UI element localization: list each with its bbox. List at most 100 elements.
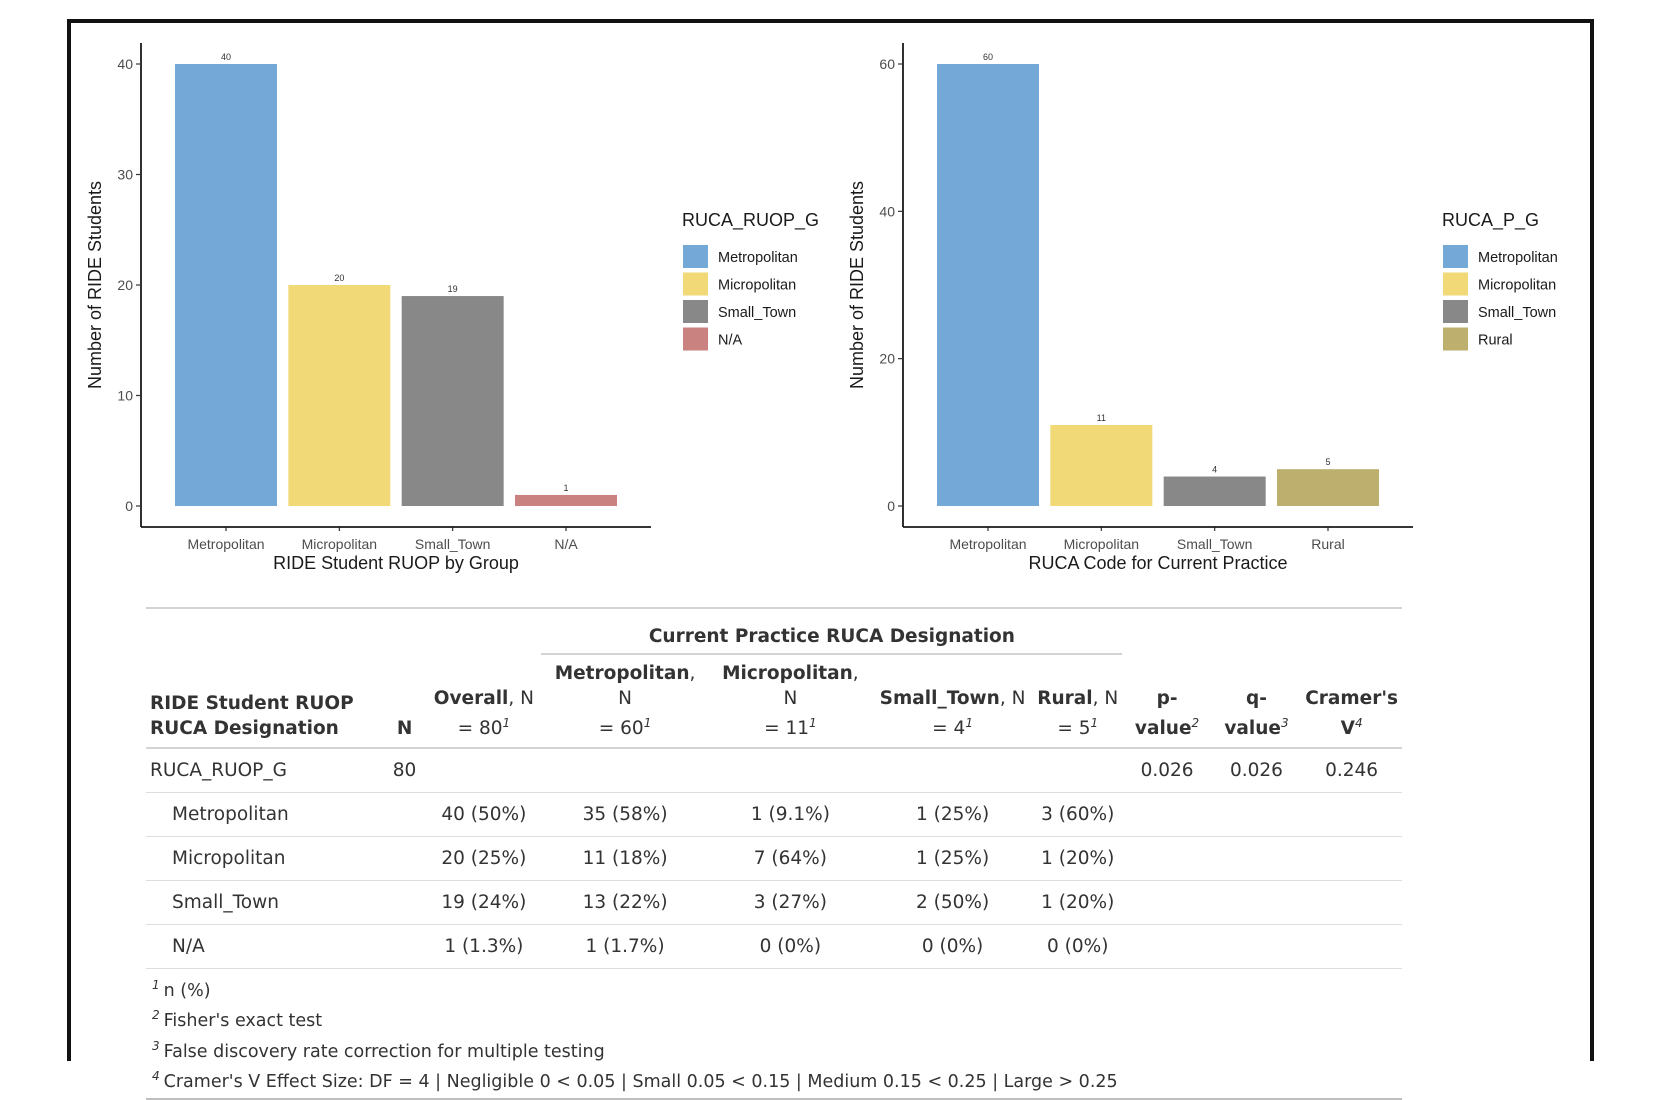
- cell-micropolitan: 3 (27%): [708, 880, 873, 926]
- header-overall: Overall, N = 801: [426, 654, 542, 750]
- cell-small-town: 1 (25%): [872, 792, 1034, 838]
- legend-label: Small_Town: [1478, 305, 1556, 321]
- header-label: RIDE Student RUOP RUCA Designation: [146, 654, 383, 750]
- variable-row: RUCA_RUOP_G 80 0.026 0.026 0.246: [146, 748, 1402, 794]
- data-label: 20: [334, 273, 344, 283]
- y-tick-label: 40: [117, 56, 133, 72]
- header-n: N: [382, 654, 427, 750]
- cell-metropolitan: 1 (1.7%): [541, 924, 709, 970]
- bar: [1277, 469, 1379, 506]
- p-value: 0.026: [1122, 748, 1212, 794]
- header-rural: Rural, N = 51: [1033, 654, 1123, 750]
- cell-rural: 1 (20%): [1033, 880, 1123, 926]
- legend-label: Small_Town: [718, 305, 796, 321]
- x-tick-label: N/A: [554, 536, 578, 552]
- cell-micropolitan: 7 (64%): [708, 836, 873, 882]
- column-header-row: RIDE Student RUOP RUCA Designation N Over…: [146, 654, 1402, 750]
- cell-overall: 20 (25%): [426, 836, 542, 882]
- legend-key: [1443, 327, 1468, 351]
- cell-overall: 40 (50%): [426, 792, 542, 838]
- variable-label: RUCA_RUOP_G: [146, 748, 383, 794]
- y-tick-label: 30: [117, 167, 133, 183]
- spanner-label: Current Practice RUCA Designation: [541, 607, 1123, 655]
- y-tick-label: 10: [117, 388, 133, 404]
- y-tick-label: 40: [879, 203, 895, 219]
- x-tick-label: Small_Town: [1177, 536, 1252, 552]
- data-label: 40: [221, 52, 231, 62]
- figure-frame: [67, 19, 1594, 1061]
- legend-label: Metropolitan: [1478, 250, 1558, 266]
- header-small-town: Small_Town, N = 41: [872, 654, 1034, 750]
- data-label: 1: [563, 483, 568, 493]
- bar: [515, 494, 617, 506]
- cell-small-town: 1 (25%): [872, 836, 1034, 882]
- data-label: 19: [448, 284, 458, 294]
- cell-metropolitan: 11 (18%): [541, 836, 709, 882]
- cell-micropolitan: 1 (9.1%): [708, 792, 873, 838]
- x-tick-label: Micropolitan: [1064, 536, 1139, 552]
- summary-table: Current Practice RUCA Designation RIDE S…: [146, 607, 1402, 1100]
- x-tick-label: Metropolitan: [187, 536, 264, 552]
- bar: [937, 64, 1039, 506]
- data-label: 5: [1325, 457, 1330, 467]
- cell-small-town: 0 (0%): [872, 924, 1034, 970]
- charts-canvas: 40Metropolitan20Micropolitan19Small_Town…: [85, 43, 1558, 573]
- data-label: 4: [1212, 465, 1217, 475]
- crosstab-table: Current Practice RUCA Designation RIDE S…: [146, 607, 1402, 970]
- legend-key: [1443, 300, 1468, 323]
- header-q-value: q-value3: [1211, 654, 1302, 750]
- row-label: Micropolitan: [146, 836, 383, 882]
- x-axis-title: RIDE Student RUOP by Group: [273, 553, 519, 573]
- legend-key: [1443, 272, 1468, 296]
- legend-title: RUCA_RUOP_G: [682, 210, 819, 231]
- bar: [1050, 424, 1153, 506]
- x-tick-label: Small_Town: [415, 536, 490, 552]
- spanner-header-row: Current Practice RUCA Designation: [146, 607, 1402, 655]
- y-tick-label: 60: [879, 56, 895, 72]
- x-tick-label: Micropolitan: [302, 536, 377, 552]
- footnote: 3 False discovery rate correction for mul…: [152, 1038, 605, 1062]
- header-metropolitan: Metropolitan, N = 601: [541, 654, 709, 750]
- header-micropolitan: Micropolitan, N = 111: [708, 654, 873, 750]
- y-tick-label: 0: [887, 498, 895, 514]
- bar: [288, 285, 391, 506]
- data-label: 60: [983, 52, 993, 62]
- table-row: N/A 1 (1.3%) 1 (1.7%) 0 (0%) 0 (0%) 0 (0…: [146, 924, 1402, 970]
- legend-label: Metropolitan: [718, 250, 798, 266]
- cell-metropolitan: 13 (22%): [541, 880, 709, 926]
- y-tick-label: 20: [879, 351, 895, 367]
- row-label: N/A: [146, 924, 383, 970]
- y-tick-label: 0: [125, 498, 133, 514]
- table-row: Micropolitan 20 (25%) 11 (18%) 7 (64%) 1…: [146, 836, 1402, 882]
- legend-key: [683, 272, 708, 296]
- variable-n: 80: [382, 748, 427, 794]
- legend-title: RUCA_P_G: [1442, 210, 1539, 231]
- legend-label: Micropolitan: [1478, 278, 1556, 294]
- legend-key: [683, 245, 708, 268]
- y-tick-label: 20: [117, 277, 133, 293]
- legend-key: [683, 300, 708, 323]
- cell-rural: 3 (60%): [1033, 792, 1123, 838]
- x-axis-title: RUCA Code for Current Practice: [1028, 553, 1287, 573]
- table-row: Metropolitan 40 (50%) 35 (58%) 1 (9.1%) …: [146, 792, 1402, 838]
- row-label: Small_Town: [146, 880, 383, 926]
- legend-label: Rural: [1478, 333, 1513, 349]
- x-tick-label: Rural: [1311, 536, 1344, 552]
- row-label: Metropolitan: [146, 792, 383, 838]
- bar: [401, 296, 504, 506]
- cell-small-town: 2 (50%): [872, 880, 1034, 926]
- cell-metropolitan: 35 (58%): [541, 792, 709, 838]
- footnote: 4 Cramer's V Effect Size: DF = 4 | Neglig…: [152, 1069, 1118, 1092]
- cell-overall: 1 (1.3%): [426, 924, 542, 970]
- legend-key: [1443, 245, 1468, 268]
- table-row: Small_Town 19 (24%) 13 (22%) 3 (27%) 2 (…: [146, 880, 1402, 926]
- header-p-value: p-value2: [1122, 654, 1212, 750]
- cramers-v: 0.246: [1301, 748, 1402, 794]
- legend-key: [683, 327, 708, 351]
- q-value: 0.026: [1211, 748, 1302, 794]
- bar: [175, 64, 277, 506]
- cell-micropolitan: 0 (0%): [708, 924, 873, 970]
- bar: [1163, 476, 1266, 506]
